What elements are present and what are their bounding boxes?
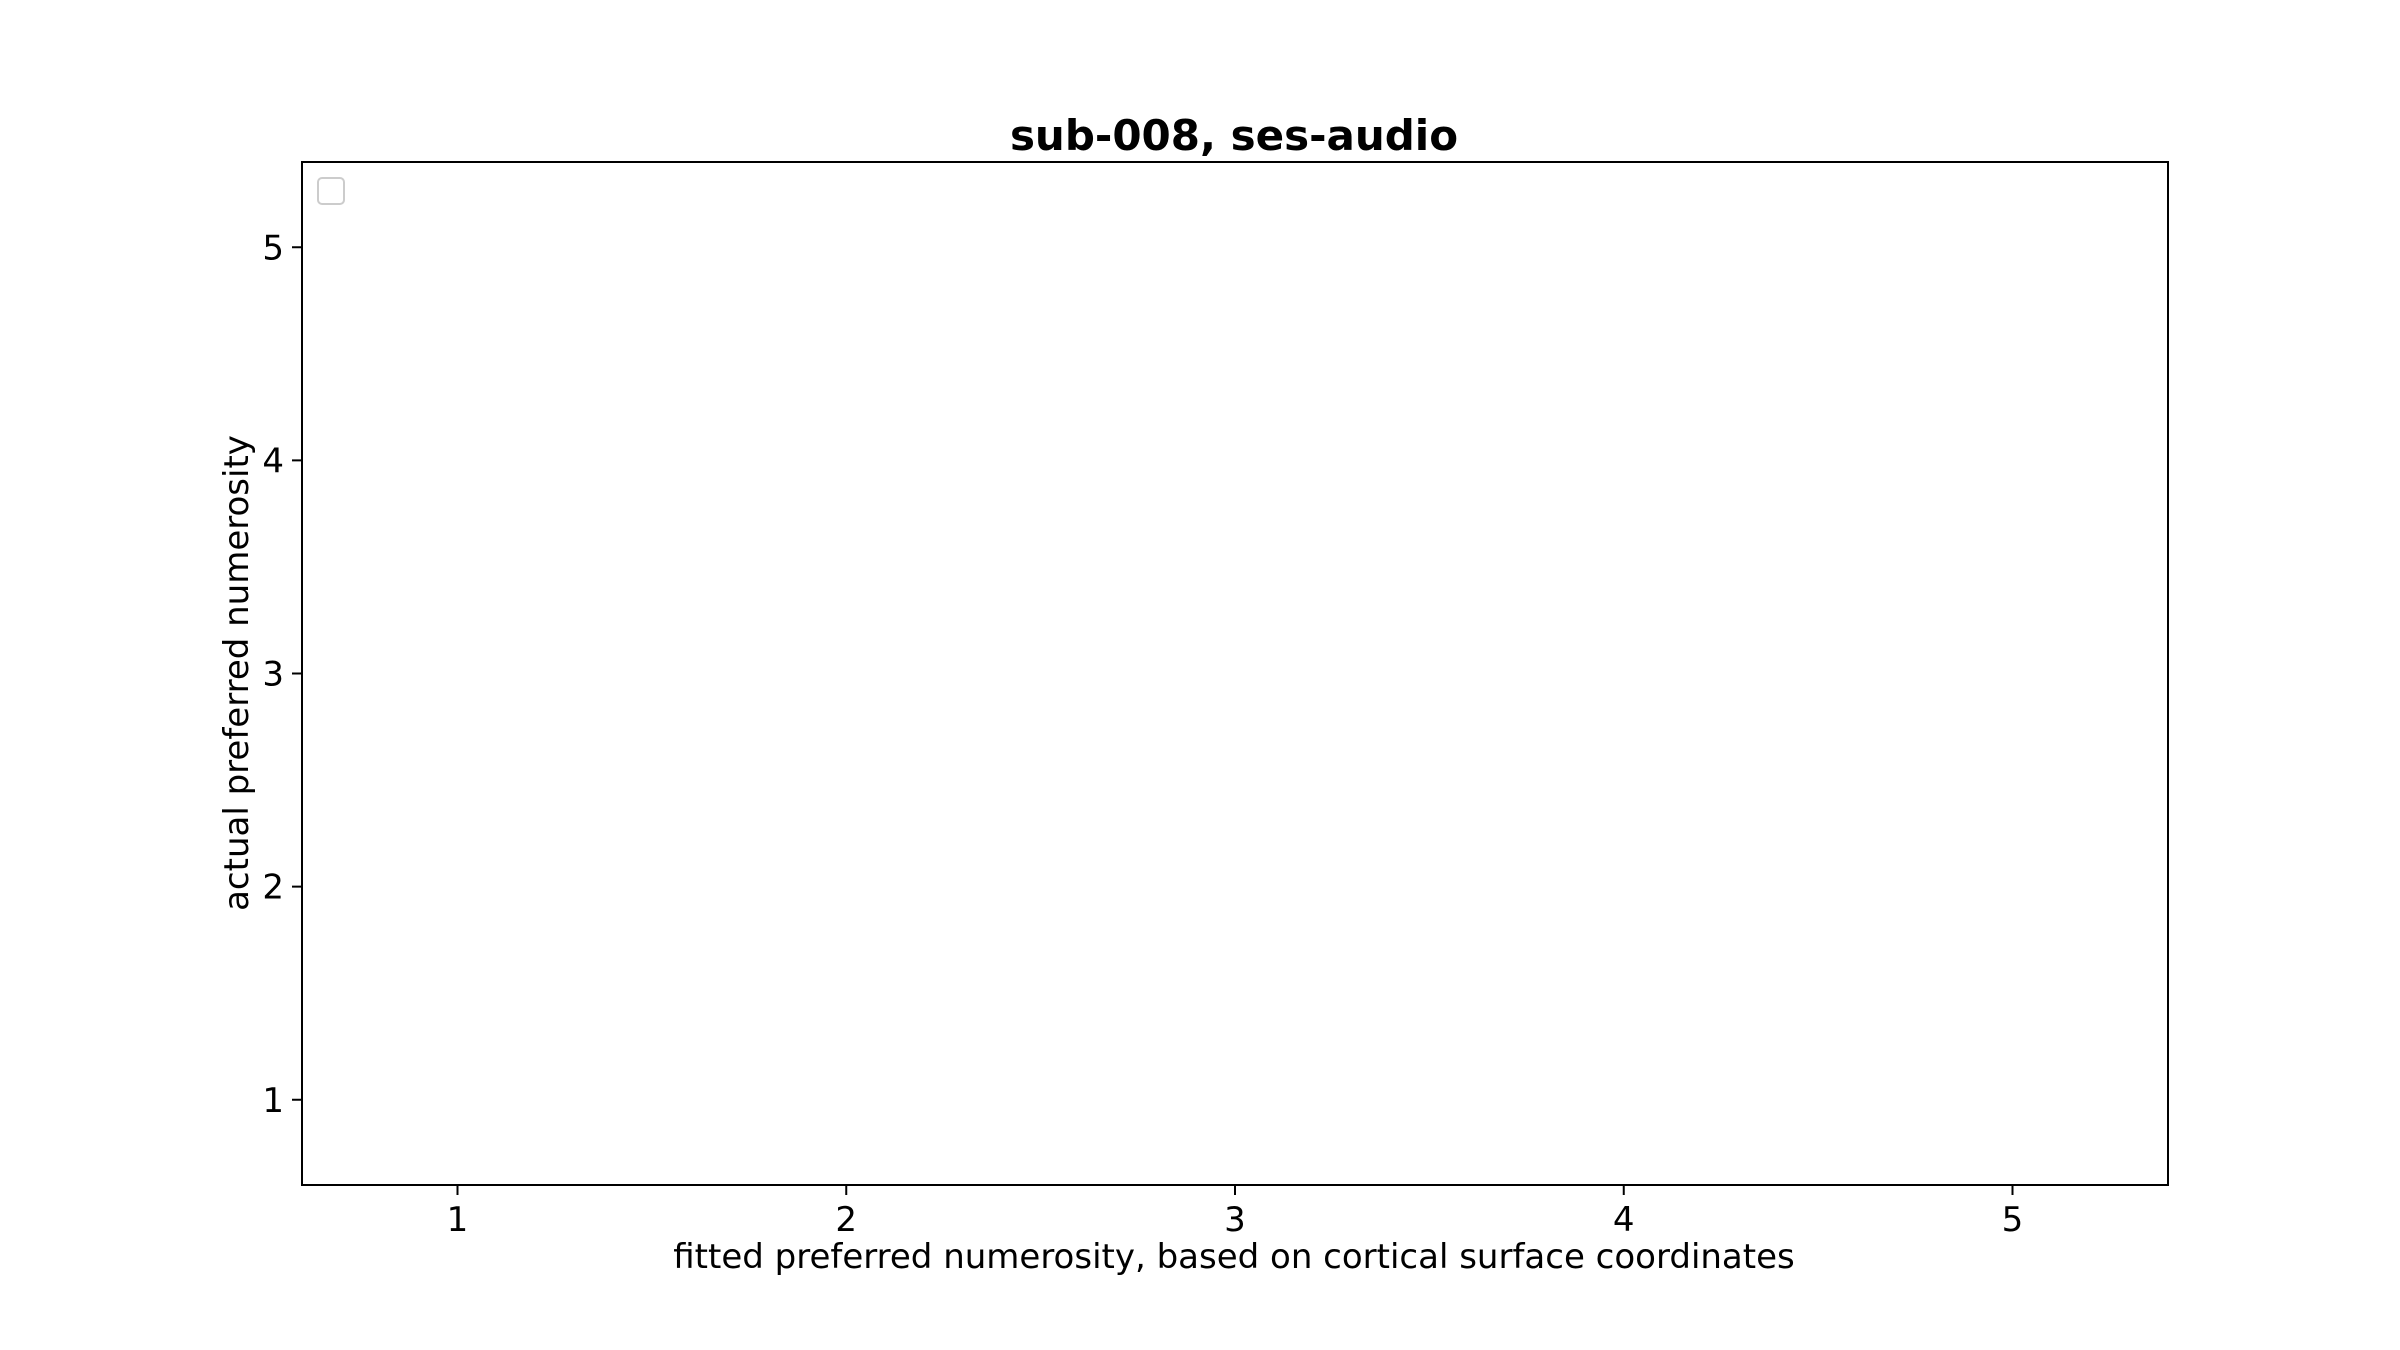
x-tick-label: 2: [835, 1200, 857, 1240]
plot-area: [301, 161, 2169, 1186]
x-axis: 1 2 3 4 5: [447, 1185, 2024, 1240]
y-tick-label: 3: [262, 655, 284, 695]
x-tick-label: 3: [1224, 1200, 1246, 1240]
y-tick-label: 1: [262, 1081, 284, 1121]
y-tick-label: 4: [262, 441, 284, 481]
y-axis-label: actual preferred numerosity: [217, 435, 257, 911]
chart-title: sub-008, ses-audio: [1010, 111, 1458, 160]
x-tick-label: 4: [1613, 1200, 1635, 1240]
y-tick-label: 2: [262, 868, 284, 908]
x-axis-label: fitted preferred numerosity, based on co…: [673, 1237, 1794, 1277]
x-tick-label: 5: [2002, 1200, 2024, 1240]
x-tick-label: 1: [447, 1200, 469, 1240]
y-tick-label: 5: [262, 228, 284, 268]
legend: [317, 177, 345, 205]
y-axis: 1 2 3 4 5: [262, 228, 302, 1121]
